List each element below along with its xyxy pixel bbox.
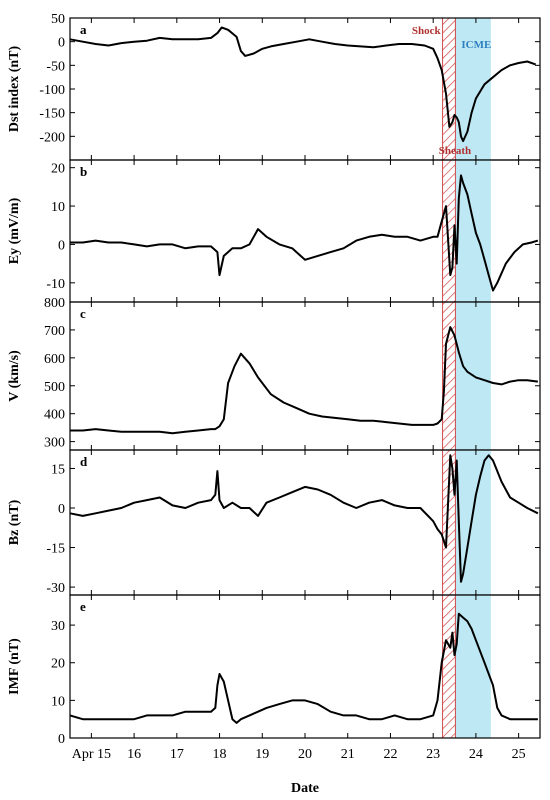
panel-e: 30 20 10 0 IMF (nT) e	[7, 594, 541, 747]
panel-letter: a	[80, 22, 87, 37]
y-tick-label: 0	[58, 238, 65, 253]
y-tick-label: 10	[51, 694, 65, 709]
y-tick-label: 300	[44, 436, 65, 451]
y-tick-label: -100	[39, 83, 65, 98]
x-tick-label: Apr 15	[72, 747, 111, 762]
y-tick-label: -30	[46, 581, 65, 596]
y-tick-label: 15	[51, 462, 65, 477]
x-tick-label: 19	[255, 747, 269, 762]
icme-label: ICME	[461, 39, 491, 51]
x-tick-label: 21	[341, 747, 355, 762]
x-tick-label: 23	[426, 747, 440, 762]
panel-a: 50 0 -50 -100 -150 -200 Dst index (nT) a Shock IC…	[7, 12, 541, 161]
panel-letter: e	[80, 599, 86, 614]
y-tick-label: -200	[39, 130, 65, 145]
y-tick-label: 10	[51, 200, 65, 215]
x-tick-label: 25	[512, 747, 526, 762]
y-tick-label: 600	[44, 352, 65, 367]
panel-c: 800 700 600 500 400 300 V (km/s) c	[7, 296, 541, 451]
y-tick-label: -150	[39, 107, 65, 122]
y-tick-label: 800	[44, 296, 65, 311]
y-tick-label: 0	[58, 502, 65, 517]
icme-region	[455, 160, 491, 302]
x-tick-label: 17	[170, 747, 184, 762]
y-tick-label: 30	[51, 619, 65, 634]
y-axis-title: IMF (nT)	[7, 638, 22, 695]
x-tick-label: 18	[213, 747, 227, 762]
y-tick-label: 500	[44, 380, 65, 395]
shock-label: Shock	[412, 25, 442, 37]
panel-letter: d	[80, 454, 88, 469]
y-axis-title: V (km/s)	[7, 350, 22, 402]
y-tick-label: 0	[58, 36, 65, 51]
y-axis-title: Bz (nT)	[7, 499, 22, 545]
y-tick-label: 20	[51, 162, 65, 177]
x-tick-label: 20	[298, 747, 312, 762]
x-tick-label: 22	[383, 747, 397, 762]
panel-letter: b	[80, 164, 87, 179]
series-line-d	[69, 454, 539, 583]
x-axis: Apr 15 16 17 18 19 20 21 22 23 24 25	[72, 747, 526, 762]
y-tick-label: 0	[58, 732, 65, 747]
panel-d: 15 0 -15 -30 Bz (nT) d	[7, 449, 541, 596]
sheath-region	[442, 594, 456, 739]
y-axis-title: Ey (mV/m)	[7, 197, 22, 264]
y-tick-label: 700	[44, 324, 65, 339]
series-line-c	[70, 326, 539, 435]
series-line-b	[70, 174, 539, 292]
y-tick-label: -15	[46, 542, 65, 557]
x-tick-label: 24	[469, 747, 483, 762]
series-line-e	[69, 612, 538, 724]
panel-b: 20 10 0 -10 Ey (mV/m) b	[7, 159, 541, 303]
y-axis-title: Dst index (nT)	[7, 45, 22, 132]
y-tick-label: 50	[51, 12, 65, 27]
x-axis-title: Date	[291, 781, 319, 796]
x-tick-label: 16	[127, 747, 141, 762]
y-tick-label: -50	[46, 59, 65, 74]
y-tick-label: 20	[51, 657, 65, 672]
panel-letter: c	[80, 306, 86, 321]
series-line-a	[69, 26, 537, 143]
y-tick-label: -10	[46, 277, 65, 292]
sheath-label: Sheath	[439, 145, 471, 157]
y-tick-label: 400	[44, 408, 65, 423]
